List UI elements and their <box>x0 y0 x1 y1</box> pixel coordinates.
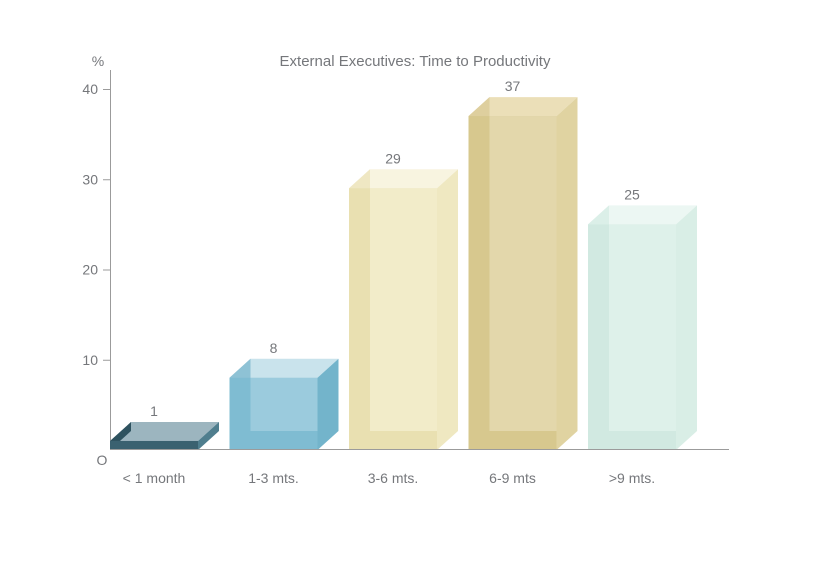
bar-right-face <box>317 358 339 450</box>
chart-title: External Executives: Time to Productivit… <box>280 53 551 70</box>
bar-right-face <box>198 421 219 450</box>
bars-group <box>110 97 697 450</box>
bar-right-face <box>676 205 697 450</box>
bar-top-face <box>229 358 339 378</box>
x-category-label: 6-9 mts <box>489 470 536 486</box>
bar-right-face <box>437 169 458 450</box>
axes-back-group <box>103 70 111 450</box>
bar-value-label: 8 <box>270 340 278 356</box>
x-category-label: >9 mts. <box>609 470 655 486</box>
x-category-label: 3-6 mts. <box>368 470 419 486</box>
bar-center-face <box>370 188 437 431</box>
bar-center-face <box>250 377 318 431</box>
bar-center-face <box>489 116 557 431</box>
labels-group: 10 20 30 40 1 < 1 month 8 1-3 mts. 29 3-6 mts. 37 6… <box>82 78 655 486</box>
bar <box>588 205 697 450</box>
y-tick-label: 40 <box>82 81 98 97</box>
bar <box>349 169 458 450</box>
origin-label: O <box>97 452 108 468</box>
bar-center-face <box>609 224 676 431</box>
bar-top-face <box>349 169 458 189</box>
y-tick-label: 30 <box>82 171 98 187</box>
bar <box>110 421 219 450</box>
bar-value-label: 29 <box>385 150 401 166</box>
bar-value-label: 25 <box>624 186 640 202</box>
x-category-label: < 1 month <box>123 470 186 486</box>
bar-right-face <box>556 97 578 450</box>
x-category-label: 1-3 mts. <box>248 470 299 486</box>
y-axis-unit-label: % <box>92 53 104 69</box>
y-tick-label: 10 <box>82 352 98 368</box>
y-tick-label: 20 <box>82 262 98 278</box>
bar-value-label: 1 <box>150 403 158 419</box>
bar <box>468 97 578 450</box>
bar-top-face <box>588 205 697 225</box>
bar <box>229 358 339 450</box>
bar-top-face <box>110 421 219 441</box>
bar-top-face <box>468 97 578 117</box>
bar-front-face <box>110 440 198 450</box>
bar-value-label: 37 <box>505 78 521 94</box>
